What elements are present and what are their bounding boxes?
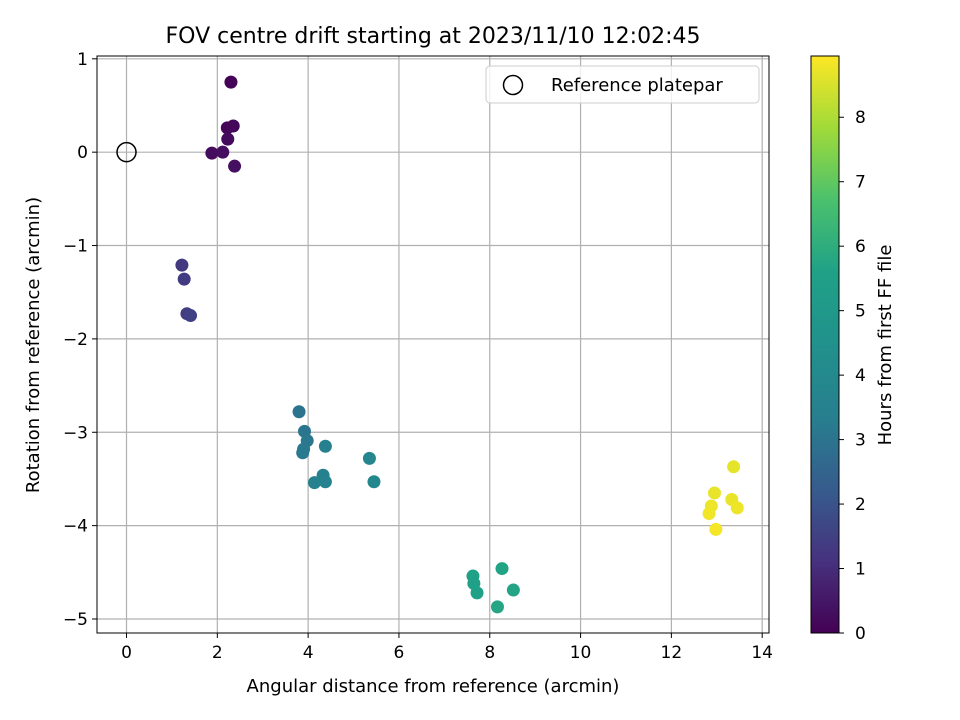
x-tick-label: 12 — [661, 643, 683, 663]
data-point — [216, 145, 230, 159]
y-tick-label: 0 — [77, 143, 88, 163]
data-point — [367, 475, 381, 489]
x-tick-label: 6 — [394, 643, 405, 663]
legend-box — [485, 65, 760, 104]
y-tick-label: 1 — [77, 50, 88, 70]
colorbar-tick-label: 4 — [855, 366, 866, 386]
plot-frame — [96, 55, 770, 634]
chart-title: FOV centre drift starting at 2023/11/10 … — [166, 24, 701, 49]
legend-marker-reference — [502, 74, 524, 96]
x-axis-label: Angular distance from reference (arcmin) — [247, 676, 620, 697]
y-axis-label: Rotation from reference (arcmin) — [23, 197, 44, 493]
colorbar: 0 1 2 3 4 5 6 7 8 Hours from first FF file — [810, 55, 896, 644]
data-point — [490, 600, 504, 614]
colorbar-gradient — [810, 55, 840, 634]
colorbar-tick-label: 5 — [855, 302, 866, 322]
data-point — [296, 446, 310, 460]
colorbar-tick-label: 7 — [855, 173, 866, 193]
data-point — [177, 272, 191, 286]
y-tick-label: −1 — [63, 237, 88, 257]
data-point — [221, 132, 235, 146]
x-tick-label: 0 — [121, 643, 132, 663]
data-point — [184, 309, 198, 323]
data-point — [708, 486, 722, 500]
y-tick-label: −5 — [63, 610, 88, 630]
data-point — [292, 405, 306, 419]
data-point — [702, 506, 716, 520]
data-point — [470, 586, 484, 600]
y-tick-label: −2 — [63, 330, 88, 350]
reference-platepar-marker — [116, 141, 137, 163]
legend-label-reference: Reference platepar — [551, 75, 723, 96]
colorbar-tick-label: 8 — [855, 108, 866, 128]
colorbar-tick-label: 3 — [855, 431, 866, 451]
data-point — [205, 146, 219, 160]
colorbar-ticks: 0 1 2 3 4 5 6 7 8 — [839, 108, 866, 644]
data-point — [730, 501, 744, 515]
x-tick-label: 4 — [303, 643, 314, 663]
colorbar-tick-label: 6 — [855, 237, 866, 257]
data-point — [709, 522, 723, 536]
data-point — [318, 439, 332, 453]
data-point — [307, 476, 321, 490]
data-point — [175, 258, 189, 272]
data-point — [727, 460, 741, 474]
y-tick-label: −3 — [63, 423, 88, 443]
legend: Reference platepar — [485, 65, 760, 104]
colorbar-label: Hours from first FF file — [875, 245, 896, 446]
x-tick-label: 14 — [751, 643, 773, 663]
data-points — [116, 75, 744, 614]
grid — [97, 56, 769, 633]
data-point — [226, 119, 240, 133]
data-point — [506, 583, 520, 597]
colorbar-tick-label: 2 — [855, 495, 866, 515]
x-tick-label: 2 — [212, 643, 223, 663]
colorbar-tick-label: 0 — [855, 624, 866, 644]
data-point — [224, 75, 238, 89]
colorbar-tick-label: 1 — [855, 560, 866, 580]
x-tick-label: 10 — [570, 643, 592, 663]
y-tick-label: −4 — [63, 517, 88, 537]
data-point — [228, 159, 242, 173]
x-tick-label: 8 — [484, 643, 495, 663]
data-point — [495, 562, 509, 576]
data-point — [318, 475, 332, 489]
data-point — [362, 451, 376, 465]
